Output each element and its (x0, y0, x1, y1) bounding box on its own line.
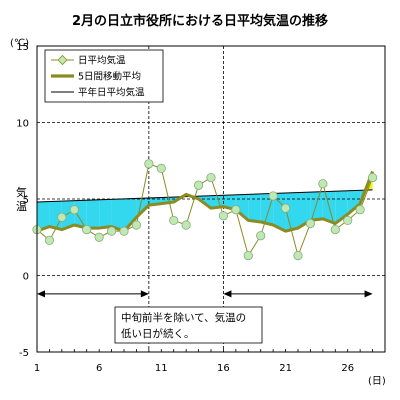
deviation-fill-4-1 (74, 200, 87, 229)
daily-point (243, 251, 253, 261)
daily-mean-line (36, 163, 374, 258)
daily-point (206, 172, 216, 183)
annotation-text-line1: 中旬前半を除いて、気温の (121, 311, 246, 324)
moving-average-line (36, 170, 374, 233)
deviation-fill-19-1 (260, 193, 274, 226)
x-tick-label: 11 (155, 363, 168, 374)
arrow-early-month-head-right (140, 290, 149, 298)
x-tick-label: 6 (96, 363, 102, 374)
x-tick-label: 16 (217, 363, 230, 374)
daily-point (293, 251, 303, 261)
daily-point (181, 220, 191, 230)
daily-point (82, 225, 92, 235)
arrow-late-month-head-left (223, 290, 232, 298)
daily-point (131, 220, 142, 230)
legend-daily-label: 日平均気温 (78, 55, 126, 67)
chart-title: 2月の日立市役所における日平均気温の推移 (72, 13, 328, 29)
deviation-fill-6-1 (99, 199, 112, 229)
deviation-fill-18-1 (248, 193, 261, 222)
deviation-fill-1-1 (37, 201, 50, 232)
legend-moving-average-label: 5日間移動平均 (78, 71, 141, 83)
deviation-fill-5-1 (86, 199, 100, 229)
annotation-box (114, 306, 263, 344)
daily-point (57, 212, 67, 222)
y-unit: (℃) (10, 38, 29, 49)
daily-point (69, 205, 79, 215)
y-axis-label-char-1: 気 (16, 185, 27, 199)
x-tick-label: 26 (341, 363, 354, 374)
deviation-fill-8-1 (124, 198, 137, 232)
normal-temperature-line (36, 189, 373, 203)
daily-point (330, 225, 340, 235)
daily-point (280, 203, 291, 213)
y-tick-label: 0 (23, 272, 29, 283)
deviation-fill-20-1 (273, 192, 286, 232)
daily-point (268, 191, 278, 201)
legend: 日平均気温 5日間移動平均 平年日平均気温 (44, 49, 164, 103)
daily-point (193, 180, 204, 190)
daily-point (94, 232, 104, 242)
daily-point (169, 215, 179, 226)
legend-daily-marker-icon (57, 54, 68, 66)
arrow-late-month-head-right (364, 290, 373, 298)
daily-point (318, 179, 328, 189)
arrow-early-month-head-left (37, 290, 45, 298)
deviation-fill-22-1 (298, 192, 311, 229)
x-unit: (日) (368, 376, 386, 387)
daily-point (355, 205, 365, 215)
daily-point (218, 211, 229, 221)
y-tick-label: 15 (16, 42, 29, 53)
y-tick-label: 5 (23, 195, 29, 206)
x-tick-label: 1 (34, 363, 40, 374)
daily-point (156, 163, 166, 173)
daily-point (256, 231, 266, 241)
daily-point (106, 226, 117, 236)
annotation: 中旬前半を除いて、気温の 低い日が続く。 (114, 306, 263, 344)
deviation-fill-26-1 (347, 190, 361, 215)
x-tick-label: 21 (279, 363, 292, 374)
annotation-text-line2: 低い日が続く。 (121, 327, 195, 340)
daily-point (305, 218, 316, 229)
daily-point (44, 235, 55, 245)
legend-normal-label: 平年日平均気温 (78, 87, 145, 99)
daily-point (119, 226, 129, 236)
y-tick-label: 10 (16, 119, 29, 130)
deviation-fill-7-1 (111, 198, 124, 232)
y-tick-label: -5 (19, 348, 29, 359)
deviation-fill-17-1 (235, 194, 249, 221)
daily-point (367, 172, 378, 183)
daily-point (144, 159, 154, 169)
daily-point (343, 215, 353, 226)
daily-point (231, 205, 241, 215)
y-axis-label-char-2: 温 (16, 200, 27, 213)
